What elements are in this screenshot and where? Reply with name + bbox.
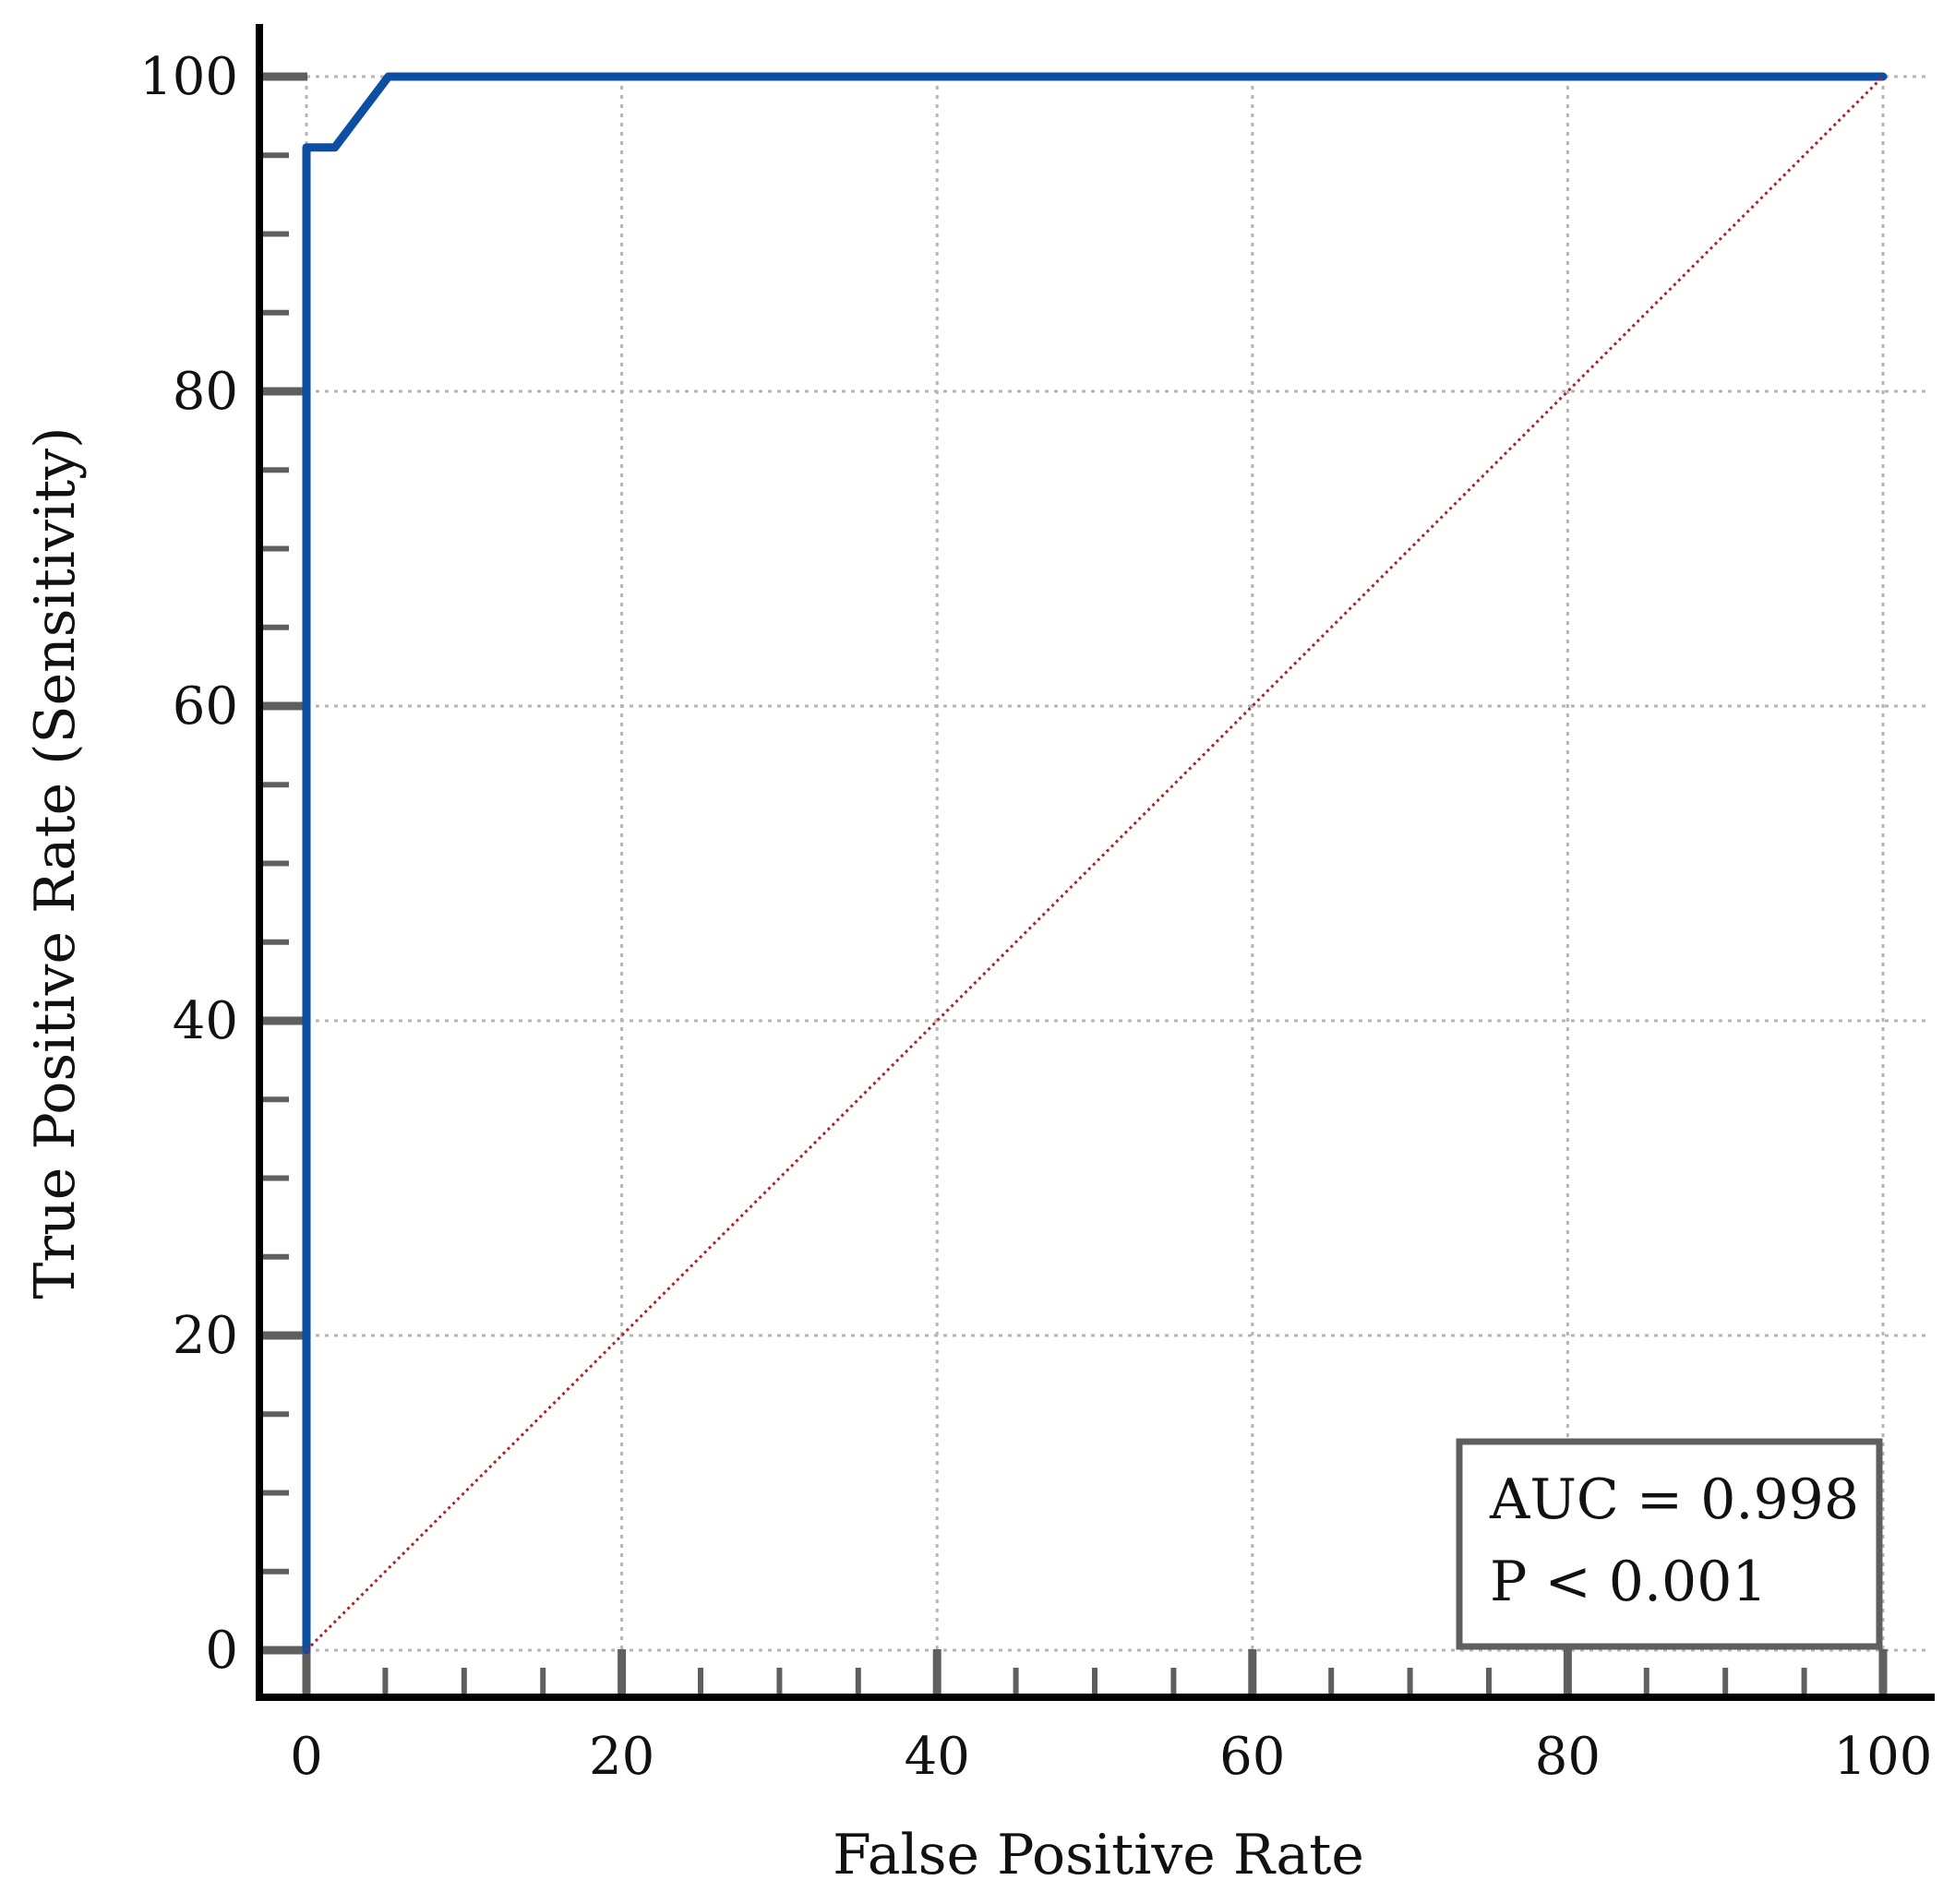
axis-ticks — [259, 72, 1888, 1697]
y-axis-label: True Positive Rate (Sensitivity) — [23, 426, 88, 1299]
p-value: P < 0.001 — [1490, 1550, 1768, 1614]
y-tick-label: 80 — [173, 362, 238, 422]
y-tick-label: 60 — [173, 677, 238, 736]
axes — [256, 24, 1935, 1701]
x-tick-label: 80 — [1535, 1727, 1601, 1787]
x-tick-label: 60 — [1219, 1727, 1285, 1787]
y-tick-label: 40 — [173, 991, 238, 1051]
roc-curve — [302, 72, 1888, 1655]
grid — [305, 75, 1925, 1652]
x-tick-label: 20 — [589, 1727, 654, 1787]
series-group — [302, 72, 1888, 1655]
x-tick-label: 40 — [905, 1727, 970, 1787]
tick-labels: 0 20 40 60 80 100 0 20 40 60 80 100 — [139, 47, 1932, 1787]
annotation-box — [1456, 1438, 1883, 1650]
x-axis-label: False Positive Rate — [833, 1823, 1364, 1887]
reference-diagonal-line — [305, 75, 1885, 1652]
x-tick-label: 100 — [1834, 1727, 1933, 1787]
y-tick-label: 0 — [205, 1621, 238, 1681]
y-tick-label: 100 — [139, 47, 238, 107]
auc-value: AUC = 0.998 — [1489, 1467, 1859, 1532]
y-tick-label: 20 — [173, 1306, 238, 1366]
stats-annotation: AUC = 0.998 P < 0.001 — [1456, 1438, 1883, 1650]
x-tick-label: 0 — [290, 1727, 323, 1787]
